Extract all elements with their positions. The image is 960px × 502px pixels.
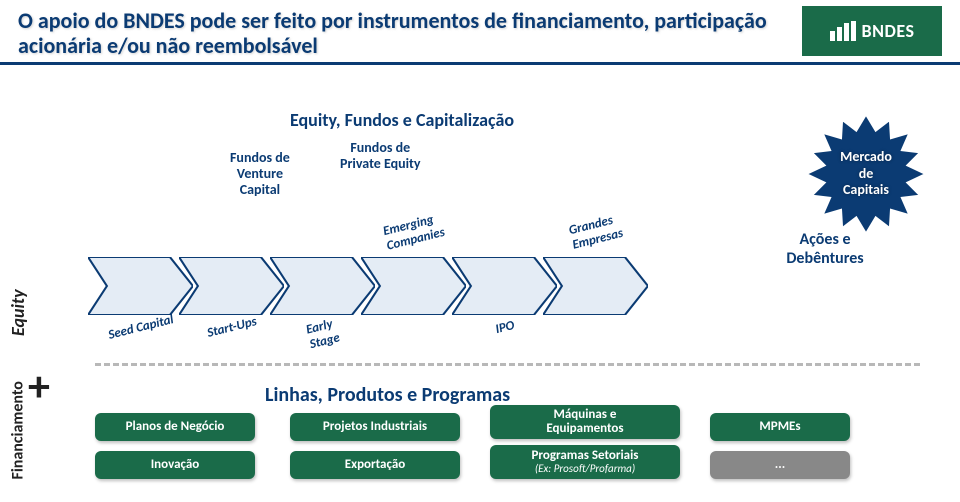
starburst-text: Mercado de Capitais [802,110,930,238]
page-title: O apoio do BNDES pode ser feito por inst… [18,8,802,62]
pill: Inovação [95,451,255,479]
equity-section-title: Equity, Fundos e Capitalização [290,110,514,131]
divider [95,363,920,366]
yaxis-equity: Equity [7,289,29,336]
pill: Exportação [290,451,460,479]
chevron-label: Early Stage [304,316,341,352]
chevron-label: IPO [493,318,515,337]
chevron-label: Emerging Companies [381,210,446,253]
starburst-badge: Mercado de Capitais [802,110,930,238]
bndes-logo: BNDES [802,6,942,56]
chevron-label: Seed Capital [106,312,174,343]
logo-bars-icon [830,21,856,41]
label-fundos-private: Fundos de Private Equity [340,140,421,172]
logo-text: BNDES [862,20,915,42]
header: O apoio do BNDES pode ser feito por inst… [0,0,960,65]
financing-section-title: Linhas, Produtos e Programas [265,383,510,407]
yaxis-financing: Financiamento [9,381,28,479]
pill: Projetos Industriais [290,413,460,441]
pill: Planos de Negócio [95,413,255,441]
plus-symbol: + [28,359,50,413]
pill: MPMEs [710,413,850,441]
chevron-label: Grandes Empresas [567,211,624,253]
pill: ... [710,451,850,479]
chevron-ipo: IPO [452,257,557,315]
chevron-early: Early Stage [270,257,375,315]
content: Equity + Financiamento Equity, Fundos e … [0,65,960,502]
pill: Programas Setoriais(Ex: Prosoft/Profarma… [490,445,680,479]
chevron-seed: Seed Capital [88,257,193,315]
label-fundos-venture: Fundos de Venture Capital [230,150,290,198]
chevron-startups: Start-Ups [179,257,284,315]
chevron-row: Seed Capital Start-Ups Early Stage Emerg… [88,257,634,321]
chevron-label: Start-Ups [205,314,258,341]
chevron-grandes: Grandes Empresas [543,257,648,315]
chevron-emerging: Emerging Companies [361,257,466,315]
pill: Máquinas eEquipamentos [490,405,680,439]
